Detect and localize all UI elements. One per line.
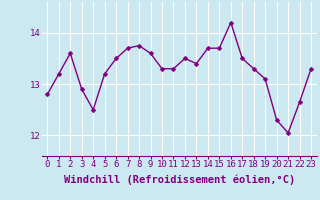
X-axis label: Windchill (Refroidissement éolien,°C): Windchill (Refroidissement éolien,°C): [64, 175, 295, 185]
